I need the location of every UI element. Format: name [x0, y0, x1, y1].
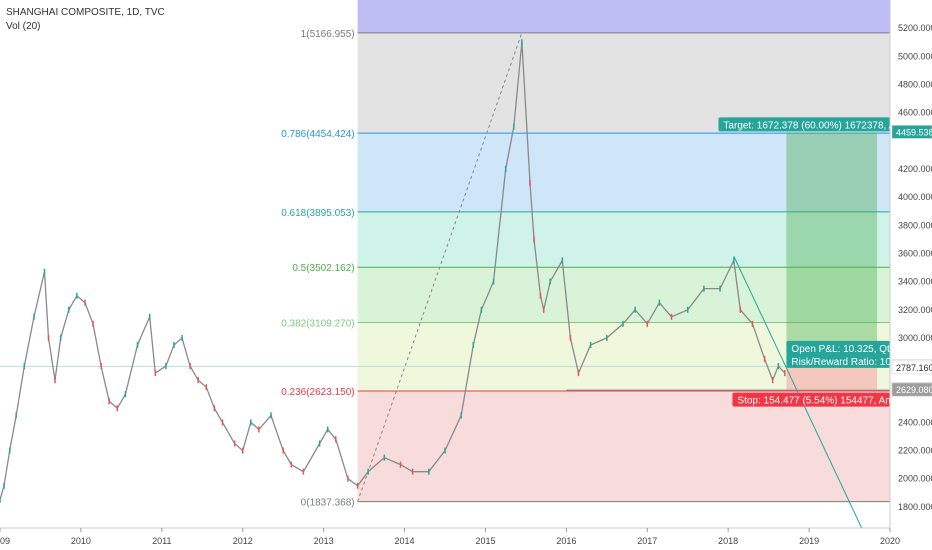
- y-tick-8: 3600.000: [898, 248, 932, 258]
- x-tick-5: 2014: [395, 536, 415, 546]
- y-tick-3: 2400.000: [898, 417, 932, 427]
- price-tag-4: 2629.080: [896, 385, 932, 395]
- y-tick-7: 3400.000: [898, 277, 932, 287]
- position-profit-zone: [786, 132, 878, 368]
- fib-zone-3: [357, 211, 891, 268]
- fib-zone-2: [357, 133, 891, 212]
- x-tick-4: 2013: [314, 536, 334, 546]
- price-tag-2: 2787.160: [896, 363, 932, 373]
- price-series-line: [0, 42, 786, 500]
- fib-level-label-5: 0.236(2623.150): [281, 387, 354, 398]
- x-tick-0: 2009: [0, 536, 10, 546]
- fib-level-label-2: 0.618(3895.053): [281, 208, 354, 219]
- y-tick-12: 4600.000: [898, 108, 932, 118]
- fib-level-label-6: 0(1837.368): [301, 498, 355, 509]
- target-label-bg: [718, 117, 890, 132]
- x-tick-2: 2011: [152, 536, 171, 546]
- fib-level-label-1: 0.786(4454.424): [281, 129, 354, 140]
- fib-level-label-3: 0.5(3502.162): [292, 263, 354, 274]
- price-tag-bg-0: [891, 125, 932, 139]
- fib-zone-0: [357, 0, 891, 33]
- y-tick-2: 2200.000: [898, 446, 932, 456]
- trend-line[interactable]: [733, 256, 863, 529]
- x-tick-8: 2017: [637, 536, 657, 546]
- y-tick-9: 3800.000: [898, 220, 932, 230]
- fib-zone-6: [357, 390, 891, 502]
- fib-anchor-line: [357, 32, 523, 502]
- risk-reward-label-bg: [786, 353, 890, 368]
- risk-reward-label: Risk/Reward Ratio: 10.83: [791, 357, 905, 368]
- open-pnl-label-bg: [786, 340, 890, 355]
- stop-label-bg: [732, 392, 890, 407]
- fib-zone-1: [357, 32, 891, 134]
- price-tag-0: 4459.538: [896, 127, 932, 137]
- y-tick-11: 4200.000: [898, 164, 932, 174]
- price-tag-bg-4: [891, 382, 932, 397]
- x-tick-1: 2010: [71, 536, 91, 546]
- x-tick-9: 2018: [718, 536, 738, 546]
- x-tick-7: 2016: [556, 536, 576, 546]
- fib-level-label-0: 1(5166.955): [301, 29, 355, 40]
- y-tick-0: 1800.000: [898, 502, 932, 512]
- y-tick-6: 3200.000: [898, 305, 932, 315]
- x-tick-10: 2019: [799, 536, 819, 546]
- position-loss-zone: [786, 367, 878, 390]
- price-axis: [890, 0, 932, 550]
- y-tick-13: 4800.000: [898, 79, 932, 89]
- open-pnl-label: Open P&L: 10.325, Qty: 1: [791, 344, 906, 355]
- x-tick-3: 2012: [233, 536, 253, 546]
- y-tick-5: 3000.000: [898, 333, 932, 343]
- target-label: Target: 1672.378 (60.00%) 1672378, Amoun…: [723, 120, 932, 131]
- x-tick-6: 2015: [475, 536, 495, 546]
- y-tick-15: 5200.000: [898, 23, 932, 33]
- fib-zone-4: [357, 267, 891, 323]
- price-tag-bg-2: [891, 360, 932, 375]
- symbol-title: SHANGHAI COMPOSITE, 1D, TVC: [6, 7, 165, 18]
- y-tick-14: 5000.000: [898, 51, 932, 61]
- stop-label: Stop: 154.477 (5.54%) 154477, Amount: 15…: [737, 396, 932, 407]
- y-tick-10: 4000.000: [898, 192, 932, 202]
- volume-indicator-label: Vol (20): [6, 21, 41, 32]
- fib-level-label-4: 0.382(3109.270): [281, 319, 354, 330]
- chart-legend: SHANGHAI COMPOSITE, 1D, TVC Vol (20): [6, 6, 165, 34]
- y-tick-1: 2000.000: [898, 474, 932, 484]
- x-tick-11: 2020: [880, 536, 900, 546]
